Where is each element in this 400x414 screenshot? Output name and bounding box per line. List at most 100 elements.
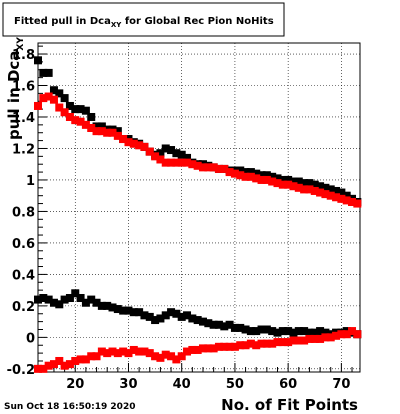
data-point [81, 298, 90, 307]
data-point [71, 289, 80, 298]
data-point [230, 342, 239, 351]
data-point [289, 336, 298, 345]
data-point [113, 131, 122, 140]
data-point [183, 311, 192, 320]
data-point [310, 328, 319, 337]
data-point [135, 141, 144, 150]
data-point [321, 328, 330, 337]
data-point [167, 308, 176, 317]
data-point [273, 338, 282, 347]
data-point [342, 196, 351, 205]
data-point [337, 194, 346, 203]
data-point [161, 350, 170, 359]
data-point [198, 163, 207, 172]
data-point [65, 112, 74, 121]
data-point [268, 172, 277, 181]
data-point [225, 342, 234, 351]
chart-title: Fitted pull in Dca [14, 16, 111, 27]
data-point [188, 345, 197, 354]
data-point [177, 150, 186, 159]
data-point [76, 355, 85, 364]
data-point [209, 163, 218, 172]
data-point [172, 355, 181, 364]
data-point [326, 185, 335, 194]
data-point [39, 294, 48, 303]
title-box: Fitted pull in DcaXY for Global Rec Pion… [2, 2, 285, 37]
data-point [241, 325, 250, 334]
data-point [103, 349, 112, 358]
chart-title-suffix: for Global Rec Pion NoHits [121, 16, 273, 27]
data-point [246, 327, 255, 336]
data-point [305, 185, 314, 194]
data-point [198, 344, 207, 353]
data-point [246, 168, 255, 177]
y-tick-label: 1.2 [12, 142, 35, 157]
data-point [129, 139, 138, 148]
data-point [316, 188, 325, 197]
data-point [220, 164, 229, 173]
x-axis-title: No. of Fit Points [221, 396, 358, 414]
data-point [246, 339, 255, 348]
data-point [198, 317, 207, 326]
data-point [246, 172, 255, 181]
data-point [209, 344, 218, 353]
data-point [289, 328, 298, 337]
data-point [97, 347, 106, 356]
data-point [34, 56, 42, 65]
data-point [65, 101, 74, 110]
data-point [305, 334, 314, 343]
data-point [294, 327, 303, 336]
data-point [183, 158, 192, 167]
data-point [124, 306, 133, 315]
data-point [135, 347, 144, 356]
data-point [113, 127, 122, 136]
data-point [97, 122, 106, 131]
data-point [236, 323, 245, 332]
data-point [172, 149, 181, 158]
data-point [39, 68, 48, 77]
y-axis-title: pull in Dca [5, 51, 23, 140]
data-point [119, 306, 128, 315]
data-point [161, 311, 170, 320]
data-point [289, 177, 298, 186]
data-point [49, 360, 58, 369]
data-point [220, 322, 229, 331]
data-point [71, 356, 80, 365]
data-point [268, 339, 277, 348]
data-point [55, 300, 64, 309]
data-point [172, 309, 181, 318]
data-point [81, 106, 90, 115]
series-3 [34, 327, 362, 373]
data-point [92, 298, 101, 307]
data-point [161, 144, 170, 153]
data-point [310, 334, 319, 343]
data-point [257, 171, 266, 180]
data-point [204, 319, 213, 328]
data-point [167, 158, 176, 167]
data-point [278, 338, 287, 347]
data-point [278, 175, 287, 184]
data-point [34, 101, 42, 110]
date-stamp: Sun Oct 18 16:50:19 2020 [4, 402, 135, 412]
data-point [236, 166, 245, 175]
data-point [262, 171, 271, 180]
data-point [103, 301, 112, 310]
data-point [34, 295, 42, 304]
data-point [103, 128, 112, 137]
data-point [39, 364, 48, 373]
data-point [81, 355, 90, 364]
data-point [316, 182, 325, 191]
data-point [289, 182, 298, 191]
data-point [60, 361, 69, 370]
data-point [294, 183, 303, 192]
data-point [87, 124, 96, 133]
data-point [310, 186, 319, 195]
data-point [97, 127, 106, 136]
data-point [300, 336, 309, 345]
y-tick-label: 0.8 [12, 205, 35, 220]
data-point [97, 301, 106, 310]
y-tick-label: 0.4 [12, 268, 35, 283]
svg-text:pull in DcaXY: pull in DcaXY [5, 37, 26, 140]
data-point [119, 135, 128, 144]
data-point [316, 334, 325, 343]
